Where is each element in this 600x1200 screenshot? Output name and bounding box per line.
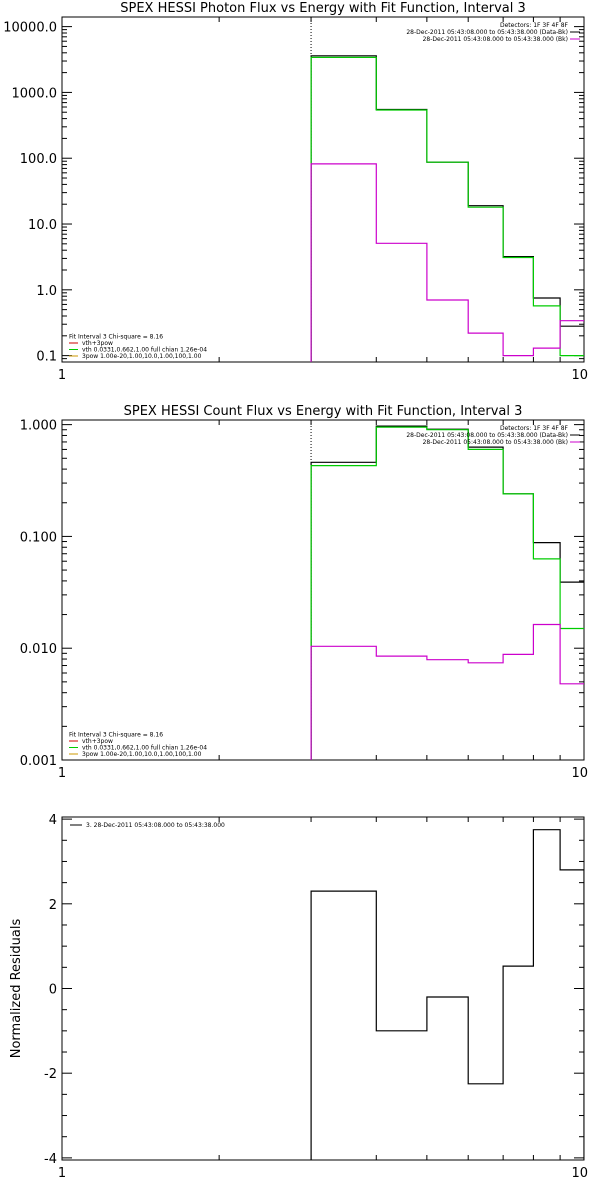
chart-panel-1: SPEX HESSI Photon Flux vs Energy with Fi… <box>3 1 588 383</box>
legend-top-entry: 28-Dec-2011 05:43:08.000 to 05:43:38.000… <box>406 29 568 36</box>
series-step-2 <box>310 426 584 760</box>
series-step-2 <box>310 56 584 362</box>
legend-top-entry: 28-Dec-2011 05:43:08.000 to 05:43:38.000… <box>406 432 568 439</box>
x-tick-label: 10 <box>571 766 588 781</box>
y-tick-label: 0.001 <box>20 754 57 769</box>
y-tick-label: -2 <box>44 1067 57 1082</box>
plot-frame <box>61 16 585 363</box>
legend-bottom-entry: vth+3pow <box>82 340 113 347</box>
x-tick-label: 1 <box>58 766 66 781</box>
series-step-1 <box>310 425 584 760</box>
plot-frame <box>61 419 585 761</box>
legend-top-entry: Detectors: 1F 3F 4F 8F <box>500 22 569 29</box>
y-tick-label: 2 <box>49 898 57 913</box>
legend-bottom-entry: vth+3pow <box>82 738 113 745</box>
series-step-3 <box>310 163 584 362</box>
series-step-1 <box>310 829 584 1160</box>
legend-bottom-entry: Fit Interval 3 Chi-square = 8.16 <box>69 732 163 739</box>
legend-top-entry: Detectors: 1F 3F 4F 8F <box>500 425 569 432</box>
x-tick-label: 1 <box>58 1166 66 1181</box>
y-tick-label: 0.1 <box>36 350 57 365</box>
x-tick-label: 10 <box>571 1166 588 1181</box>
y-tick-label: 10000.0 <box>3 21 57 36</box>
chart-title: SPEX HESSI Photon Flux vs Energy with Fi… <box>120 1 526 16</box>
legend-top-entry: 3. 28-Dec-2011 05:43:08.000 to 05:43:38.… <box>86 822 225 829</box>
y-tick-label: 10.0 <box>28 218 57 233</box>
y-tick-label: -4 <box>44 1152 57 1167</box>
legend-bottom-entry: 3pow 1.00e-20,1.00,10.0,1.00,100,1.00 <box>82 353 202 360</box>
y-axis-label: Normalized Residuals <box>9 919 24 1059</box>
plot-frame <box>61 816 585 1161</box>
x-tick-label: 1 <box>58 368 66 383</box>
y-tick-label: 0 <box>49 983 57 998</box>
legend-top-entry: 28-Dec-2011 05:43:08.000 to 05:43:38.000… <box>423 36 568 43</box>
series-step-3 <box>310 623 584 760</box>
legend-bottom-entry: 3pow 1.00e-20,1.00,10.0,1.00,100,1.00 <box>82 751 202 758</box>
y-tick-label: 0.010 <box>20 642 57 657</box>
y-tick-label: 1000.0 <box>12 86 58 101</box>
chart-panel-3: Normalized Residuals 1 10 -4 -2 0 2 4 3. 28-Dec-… <box>9 813 588 1181</box>
y-tick-label: 1.0 <box>36 284 57 299</box>
series-step-1 <box>310 55 584 362</box>
legend-bottom-entry: Fit Interval 3 Chi-square = 8.16 <box>69 334 163 341</box>
y-tick-label: 0.100 <box>20 530 57 545</box>
legend-bottom-entry: vth 0.0331,0.662,1.00 full chian 1.26e-0… <box>82 745 207 752</box>
y-tick-label: 100.0 <box>20 152 57 167</box>
legend-top-entry: 28-Dec-2011 05:43:08.000 to 05:43:38.000… <box>423 439 568 446</box>
y-tick-label: 4 <box>49 813 57 828</box>
legend-bottom-entry: vth 0.0331,0.662,1.00 full chian 1.26e-0… <box>82 347 207 354</box>
chart-panel-2: SPEX HESSI Count Flux vs Energy with Fit… <box>20 404 588 781</box>
y-tick-label: 1.000 <box>20 419 57 434</box>
x-tick-label: 10 <box>571 368 588 383</box>
chart-title: SPEX HESSI Count Flux vs Energy with Fit… <box>124 404 523 419</box>
